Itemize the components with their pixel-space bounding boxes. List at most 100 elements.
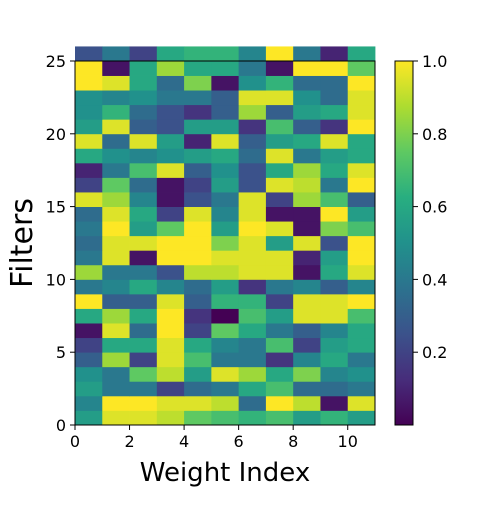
heatmap-cell	[293, 46, 321, 62]
heatmap-cell	[156, 148, 185, 164]
heatmap-cell	[211, 395, 240, 411]
heatmap-cell	[238, 148, 267, 164]
heatmap-cell	[184, 366, 212, 382]
heatmap-cell	[293, 177, 321, 193]
heatmap-cell	[293, 133, 321, 149]
heatmap-cell	[293, 264, 321, 280]
heatmap-cell	[293, 162, 321, 178]
heatmap-cell	[156, 279, 185, 295]
heatmap-cell	[184, 337, 212, 353]
heatmap-cell	[265, 133, 294, 149]
heatmap-cell	[102, 119, 130, 135]
heatmap-cell	[211, 221, 240, 237]
heatmap-cell	[156, 221, 185, 237]
heatmap-cell	[347, 192, 376, 207]
heatmap-cell	[102, 133, 130, 149]
heatmap-cell	[238, 206, 267, 222]
heatmap-cell	[102, 177, 130, 193]
heatmap-cell	[238, 381, 267, 397]
heatmap-cell	[238, 366, 267, 382]
heatmap-cell	[320, 337, 349, 353]
heatmap-cell	[211, 46, 240, 62]
heatmap-cell	[265, 395, 294, 411]
heatmap-cell	[102, 381, 130, 397]
heatmap-cell	[156, 381, 185, 397]
heatmap-cell	[75, 337, 103, 353]
heatmap-cell	[75, 148, 103, 164]
heatmap-cell	[102, 323, 130, 339]
heatmap-cell	[293, 250, 321, 266]
heatmap-cell	[129, 250, 158, 266]
heatmap-cell	[102, 366, 130, 382]
heatmap-cell	[320, 352, 349, 368]
heatmap-cell	[265, 337, 294, 353]
heatmap-cell	[184, 61, 212, 76]
heatmap-cell	[156, 250, 185, 266]
heatmap-cell	[265, 293, 294, 309]
heatmap-cell	[347, 293, 376, 309]
heatmap-cell	[156, 61, 185, 76]
x-tick-label: 0	[70, 432, 80, 451]
heatmap-cell	[129, 293, 158, 309]
heatmap-cell	[184, 250, 212, 266]
heatmap-cell	[75, 395, 103, 411]
heatmap-cell	[238, 162, 267, 178]
heatmap-cell	[238, 352, 267, 368]
x-axis-ticks: 0 2 4 6 8 10	[70, 425, 358, 451]
heatmap-cell	[211, 119, 240, 135]
heatmap-cell	[129, 410, 158, 426]
heatmap-cell	[265, 46, 294, 62]
heatmap-cell	[347, 395, 376, 411]
heatmap-cell	[265, 264, 294, 280]
heatmap-cell	[156, 206, 185, 222]
heatmap-cell	[347, 221, 376, 237]
heatmap-cell	[184, 279, 212, 295]
heatmap-cell	[293, 221, 321, 237]
x-tick-label: 4	[179, 432, 189, 451]
heatmap-cell	[156, 133, 185, 149]
heatmap-cell	[347, 250, 376, 266]
heatmap-cell	[347, 148, 376, 164]
heatmap-cell	[265, 250, 294, 266]
heatmap-cell	[75, 410, 103, 426]
heatmap-cell	[211, 90, 240, 106]
heatmap-cell	[320, 104, 349, 120]
x-tick-label: 8	[288, 432, 298, 451]
heatmap-cell	[347, 352, 376, 368]
heatmap-cell	[102, 104, 130, 120]
heatmap-cell	[347, 279, 376, 295]
heatmap-cell	[75, 381, 103, 397]
heatmap-cell	[211, 104, 240, 120]
heatmap-cell	[75, 206, 103, 222]
heatmap-cell	[347, 381, 376, 397]
heatmap-cell	[347, 308, 376, 324]
x-tick-label: 2	[124, 432, 134, 451]
heatmap-cell	[102, 395, 130, 411]
heatmap-cell	[129, 337, 158, 353]
heatmap-cell	[211, 293, 240, 309]
colorbar-tick-label: 0.2	[422, 343, 447, 362]
heatmap-cell	[75, 75, 103, 91]
heatmap-cell	[238, 192, 267, 207]
colorbar-tick-label: 0.6	[422, 198, 447, 217]
heatmap-cell	[184, 410, 212, 426]
heatmap-cell	[320, 46, 349, 62]
heatmap-cell	[75, 279, 103, 295]
heatmap-cell	[293, 104, 321, 120]
heatmap-cell	[75, 308, 103, 324]
heatmap-cell	[211, 162, 240, 178]
heatmap-cell	[293, 61, 321, 76]
heatmap-cell	[238, 395, 267, 411]
heatmap-cell	[347, 75, 376, 91]
heatmap-cell	[320, 323, 349, 339]
heatmap-cell	[129, 104, 158, 120]
heatmap-cell	[156, 119, 185, 135]
heatmap-cell	[238, 279, 267, 295]
heatmap-cell	[75, 293, 103, 309]
heatmap-cell	[156, 352, 185, 368]
heatmap-cells	[75, 46, 376, 426]
heatmap-cell	[211, 323, 240, 339]
colorbar-tick-label: 1.0	[422, 52, 447, 71]
heatmap-cell	[102, 221, 130, 237]
heatmap-cell	[129, 381, 158, 397]
